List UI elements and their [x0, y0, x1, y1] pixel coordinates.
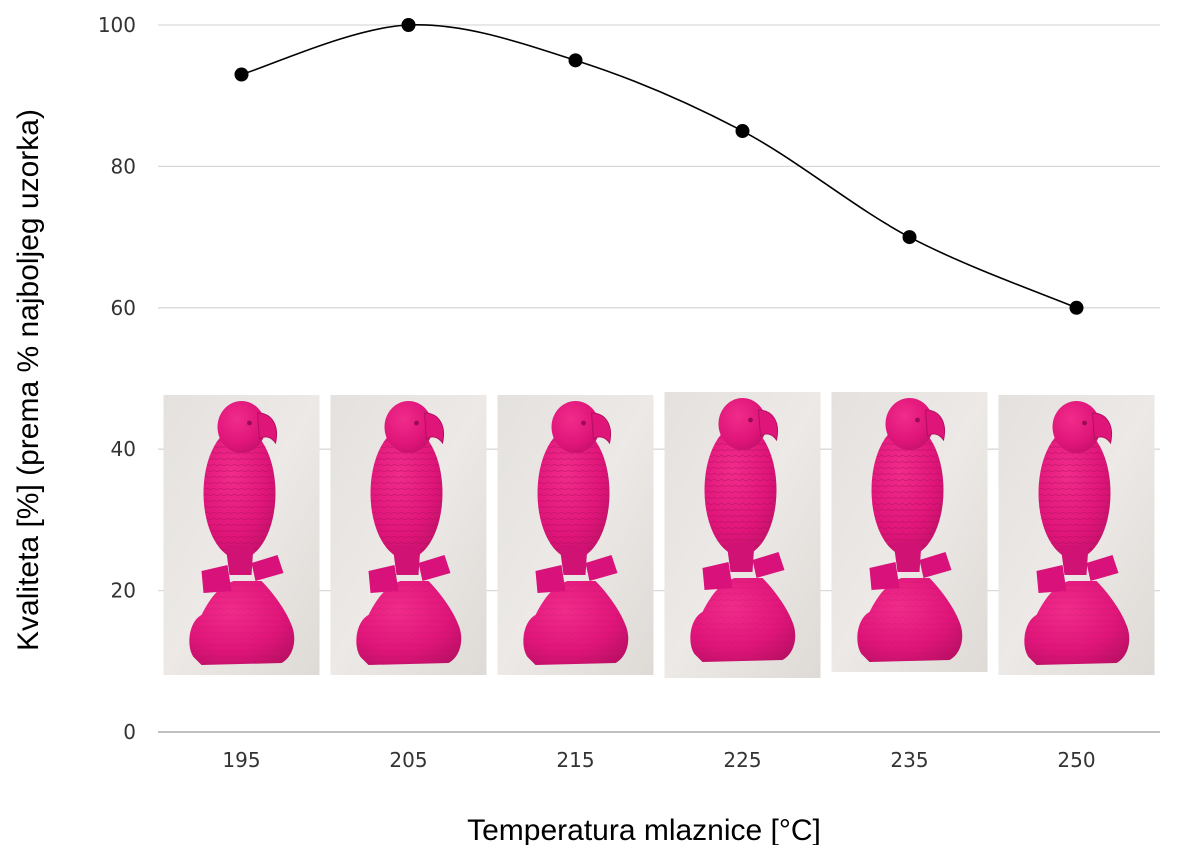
figurine-photo [998, 395, 1155, 675]
figurine-photo [664, 392, 821, 678]
data-point [234, 67, 249, 82]
data-point [735, 124, 750, 139]
x-tick-label: 205 [389, 748, 427, 772]
x-tick-label: 215 [556, 748, 594, 772]
y-tick-label: 80 [111, 154, 136, 178]
figurine-photo [163, 395, 320, 675]
y-tick-label: 20 [111, 579, 136, 603]
figurine-photo [330, 395, 487, 675]
x-axis-title: Temperatura mlaznice [°C] [467, 814, 821, 845]
data-point [568, 53, 583, 68]
x-tick-label: 250 [1057, 748, 1095, 772]
y-tick-label: 60 [111, 296, 136, 320]
parrot-figurine [356, 401, 462, 665]
figurine-photos [163, 392, 1155, 678]
y-tick-label: 40 [111, 437, 136, 461]
data-point [1069, 300, 1084, 315]
parrot-figurine [189, 401, 295, 665]
series-curve [241, 24, 1077, 309]
x-tick-label: 195 [222, 748, 260, 772]
x-axis-ticks: 195 205 215 225 235 250 [222, 748, 1095, 772]
parrot-figurine [523, 401, 629, 665]
parrot-figurine [1024, 401, 1130, 665]
data-point [902, 230, 917, 245]
y-axis-title: Kvaliteta [%] (prema % najboljeg uzorka) [12, 109, 45, 651]
gridlines [158, 24, 1160, 733]
figurine-photo [497, 395, 654, 675]
series-line [234, 18, 1084, 315]
x-tick-label: 235 [890, 748, 928, 772]
figurine-photo [831, 392, 988, 672]
parrot-figurine [857, 398, 963, 662]
parrot-figurine [690, 398, 796, 662]
y-tick-label: 100 [98, 13, 136, 37]
data-point [401, 18, 416, 32]
y-tick-label: 0 [123, 720, 136, 744]
y-axis-ticks: 0 20 40 60 80 100 [98, 13, 136, 744]
x-tick-label: 225 [723, 748, 761, 772]
